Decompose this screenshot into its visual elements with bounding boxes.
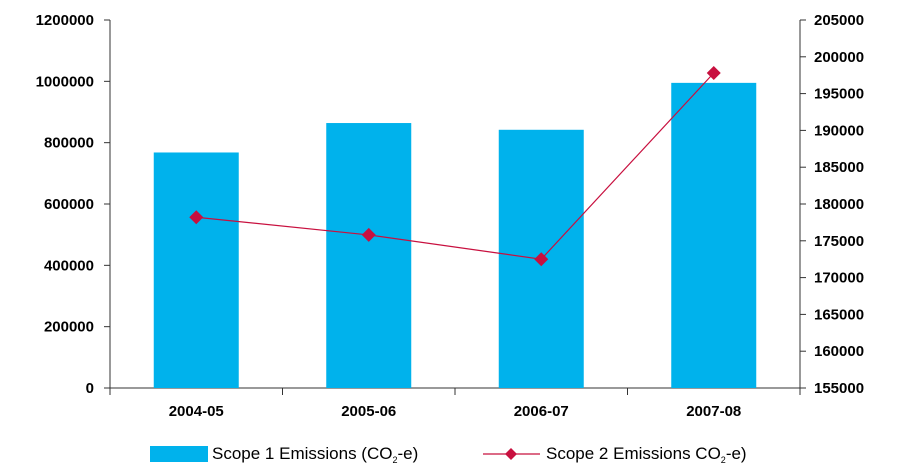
y-left-tick-label: 0 [86, 380, 94, 397]
chart-axes: 0 200000 400000 600000 800000 1000000 1200000 1… [36, 12, 864, 420]
y-left-tick-label: 800000 [44, 135, 94, 152]
bar-2005-06 [326, 123, 412, 388]
x-tick-label: 2007-08 [686, 403, 741, 420]
y-right-tick-label: 160000 [814, 343, 864, 360]
scope2-point-2006-07 [534, 252, 549, 267]
x-tick-label: 2005-06 [341, 403, 396, 420]
scope2-line [196, 72, 715, 260]
y-left-tick-label: 600000 [44, 196, 94, 213]
legend-swatch-scope1 [150, 446, 208, 462]
x-tick-label: 2004-05 [169, 403, 224, 420]
scope2-point-2005-06 [361, 227, 376, 242]
line-series [189, 65, 721, 267]
bar-2004-05 [153, 152, 239, 388]
x-tick-label: 2006-07 [514, 403, 569, 420]
y-right-tick-label: 195000 [814, 86, 864, 103]
y-left-tick-label: 1200000 [36, 12, 94, 29]
y-right-tick-label: 190000 [814, 122, 864, 139]
legend: Scope 1 Emissions (CO2-e) Scope 2 Emissi… [150, 444, 747, 465]
y-left-tick-label: 200000 [44, 319, 94, 336]
bar-2007-08 [671, 82, 757, 388]
legend-label-scope2: Scope 2 Emissions CO2-e) [546, 444, 747, 465]
y-right-tick-label: 155000 [814, 380, 864, 397]
legend-label-scope1: Scope 1 Emissions (CO2-e) [212, 444, 418, 465]
scope2-point-2007-08 [706, 65, 721, 80]
y-right-tick-label: 200000 [814, 49, 864, 66]
y-right-tick-label: 165000 [814, 306, 864, 323]
legend-marker-scope2 [505, 448, 517, 460]
y-left-tick-label: 400000 [44, 257, 94, 274]
bar-series [153, 82, 757, 388]
y-right-tick-label: 170000 [814, 270, 864, 287]
y-right-tick-label: 180000 [814, 196, 864, 213]
y-right-tick-label: 175000 [814, 233, 864, 250]
y-right-tick-label: 205000 [814, 12, 864, 29]
y-right-tick-label: 185000 [814, 159, 864, 176]
scope2-point-2004-05 [189, 210, 204, 225]
y-left-tick-label: 1000000 [36, 73, 94, 90]
